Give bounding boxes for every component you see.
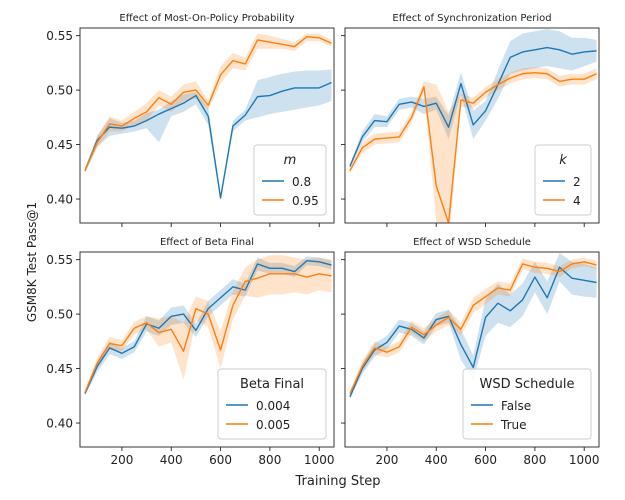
legend-label-True: True (500, 418, 527, 432)
x-tick-label: 800 (523, 453, 546, 467)
confidence-band-4 (349, 67, 597, 223)
y-tick-label: 0.55 (46, 253, 73, 267)
series-line-0.8 (84, 81, 332, 199)
subplot-4: Effect of WSD Schedule 200 400 600 800 1000 WS… (341, 237, 599, 467)
y-tick-label: 0.55 (46, 29, 73, 43)
confidence-band-2 (349, 29, 597, 169)
x-tick-label: 800 (258, 453, 281, 467)
legend: Beta Final 0.004 0.005 (217, 368, 327, 440)
series-line-False (349, 266, 597, 398)
legend-box (462, 368, 592, 440)
legend-label-False: False (501, 399, 531, 413)
plot-frame (79, 27, 335, 224)
legend-label-2: 2 (573, 175, 581, 189)
legend-title: m (284, 153, 297, 168)
series-line-0.005 (84, 273, 332, 393)
x-tick-label: 1000 (304, 453, 335, 467)
legend: m 0.8 0.95 (253, 144, 327, 216)
legend: WSD Schedule False True (462, 368, 592, 440)
legend-label-0.8: 0.8 (292, 175, 311, 189)
legend-label-0.95: 0.95 (292, 194, 319, 208)
subplot-title: Effect of Beta Final (160, 237, 254, 248)
plot-area (84, 33, 332, 202)
confidence-band-0.005 (84, 255, 332, 395)
y-tick-label: 0.45 (46, 362, 73, 376)
x-tick-label: 600 (474, 453, 497, 467)
x-tick-label: 1000 (569, 453, 600, 467)
figure-xlabel: Training Step (294, 474, 380, 489)
legend-box (534, 144, 592, 216)
legend-label-4: 4 (573, 194, 581, 208)
y-tick-label: 0.45 (46, 138, 73, 152)
plot-frame (344, 251, 600, 448)
x-tick-label: 400 (425, 453, 448, 467)
x-tick-label: 200 (110, 453, 133, 467)
legend-box (217, 368, 327, 440)
series-line-True (349, 261, 597, 394)
subplot-3: Effect of Beta Final 200 400 600 800 1000 0.40… (46, 237, 334, 467)
legend: k2 4 (534, 144, 592, 216)
legend-label-0.004: 0.004 (256, 399, 290, 413)
plot-frame (79, 251, 335, 448)
x-tick-label: 400 (160, 453, 183, 467)
y-tick-label: 0.40 (46, 417, 73, 431)
legend-title: WSD Schedule (480, 377, 575, 392)
y-tick-label: 0.40 (46, 193, 73, 207)
confidence-band-0.95 (84, 33, 332, 173)
subplots: Effect of Most-On-Policy Probability 0.40… (46, 13, 599, 467)
subplot-title: Effect of Synchronization Period (392, 13, 551, 24)
x-tick-label: 600 (209, 453, 232, 467)
confidence-band-False (349, 253, 597, 400)
figure-ylabel: GSM8K Test Pass@1 (25, 202, 39, 322)
confidence-band-0.8 (84, 69, 332, 202)
y-tick-label: 0.50 (46, 308, 73, 322)
plot-area (349, 29, 597, 223)
subplot-2: Effect of Synchronization Period k2 4 (341, 13, 600, 227)
legend-box (253, 144, 327, 216)
subplot-1: Effect of Most-On-Policy Probability 0.40… (46, 13, 335, 227)
plot-area (349, 253, 597, 400)
y-tick-label: 0.50 (46, 84, 73, 98)
legend-title: k (559, 153, 567, 168)
series-line-0.004 (84, 260, 332, 394)
series-line-0.95 (84, 36, 332, 171)
x-tick-label: 200 (375, 453, 398, 467)
legend-label-0.005: 0.005 (256, 418, 290, 432)
plot-area (84, 255, 332, 396)
subplot-title: Effect of WSD Schedule (413, 237, 531, 248)
series-line-4 (349, 71, 597, 223)
subplot-title: Effect of Most-On-Policy Probability (119, 13, 294, 24)
plot-frame (344, 27, 600, 224)
series-line-2 (349, 46, 597, 167)
legend-title: Beta Final (240, 377, 304, 392)
